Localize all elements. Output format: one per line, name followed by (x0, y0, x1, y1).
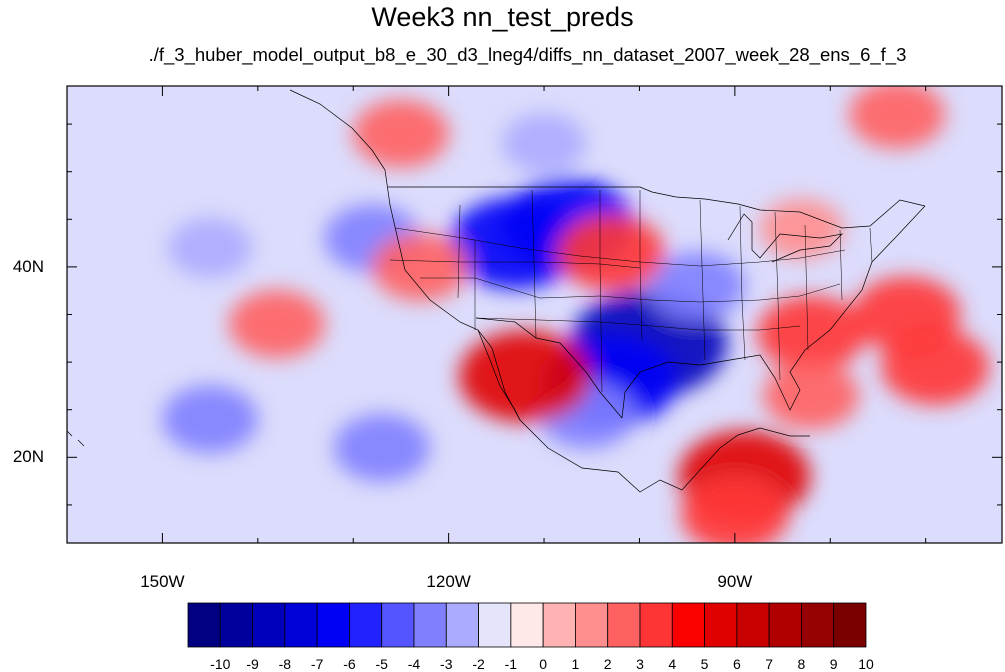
colorbar-label: -9 (246, 656, 259, 672)
colorbar-label: 9 (829, 656, 838, 672)
x-tick-label: 120W (426, 572, 471, 591)
colorbar-swatch (349, 602, 383, 648)
field-region-9 (502, 113, 587, 174)
pacific-northwest-coast (289, 89, 386, 171)
anomaly-field (162, 86, 990, 543)
colorbar-swatch (704, 602, 738, 648)
colorbar-swatch (413, 602, 447, 648)
y-tick-label: 20N (12, 447, 44, 467)
gulf-coastline (621, 205, 926, 419)
colorbar-label: 10 (858, 656, 874, 672)
field-region-7 (333, 413, 430, 482)
colorbar-label: 0 (539, 656, 548, 672)
colorbar-swatch (252, 602, 286, 648)
field-region-14 (881, 328, 990, 405)
colorbar-swatch (542, 602, 576, 648)
colorbar-label: 8 (797, 656, 806, 672)
colorbar-label: -4 (407, 656, 421, 672)
map-outlines (67, 89, 926, 493)
state-lines (389, 189, 873, 393)
colorbar-label: -6 (343, 656, 356, 672)
field-region-13 (763, 361, 860, 430)
field-region-22 (372, 232, 469, 301)
west-coastline (384, 169, 810, 493)
colorbar (187, 602, 867, 648)
x-tick-label: 90W (717, 572, 753, 591)
field-region-17 (458, 330, 591, 423)
colorbar-swatch (445, 602, 479, 648)
axis-ticks (67, 86, 1002, 543)
colorbar-swatch (510, 602, 544, 648)
field-region-18 (556, 214, 665, 291)
colorbar-label: 3 (636, 656, 644, 672)
us-canada-border (388, 186, 926, 229)
colorbar-label: 2 (603, 656, 612, 672)
colorbar-swatch (607, 602, 641, 648)
colorbar-label: -8 (278, 656, 292, 672)
field-region-20 (849, 86, 946, 149)
colorbar-label: -5 (375, 656, 388, 672)
colorbar-label: 5 (700, 656, 709, 672)
baja-coastline (477, 329, 521, 421)
field-region-11 (757, 295, 866, 372)
colorbar-label: 6 (732, 656, 741, 672)
colorbar-label: 7 (765, 656, 774, 672)
colorbar-swatch (671, 602, 705, 648)
colorbar-label: -3 (440, 656, 453, 672)
x-tick-label: 150W (140, 572, 185, 591)
field-region-19 (352, 99, 449, 168)
colorbar-swatch (284, 602, 318, 648)
colorbar-swatch (219, 602, 253, 648)
colorbar-label: 1 (571, 656, 580, 672)
colorbar-swatch (801, 602, 835, 648)
colorbar-swatch (768, 602, 802, 648)
colorbar-swatch (736, 602, 770, 648)
us-mexico-border (475, 317, 623, 419)
colorbar-swatch (381, 602, 415, 648)
page-subtitle: ./f_3_huber_model_output_b8_e_30_d3_lneg… (148, 44, 907, 65)
colorbar-swatch (639, 602, 673, 648)
colorbar-swatch (187, 602, 221, 648)
colorbar-swatch (478, 602, 512, 648)
great-lakes (727, 213, 844, 263)
hawaii-islands (67, 430, 85, 447)
field-region-23 (759, 198, 844, 259)
field-region-4 (648, 251, 745, 320)
colorbar-swatch (575, 602, 609, 648)
colorbar-label: -7 (310, 656, 324, 672)
colorbar-label: -10 (210, 656, 231, 672)
colorbar-swatch (316, 602, 350, 648)
field-region-16 (680, 476, 789, 543)
page-title: Week3 nn_test_preds (371, 2, 634, 32)
colorbar-label: -2 (472, 656, 485, 672)
colorbar-swatch (833, 602, 867, 648)
field-region-8 (168, 217, 253, 278)
field-region-6 (162, 385, 259, 454)
colorbar-label: -1 (504, 656, 518, 672)
colorbar-label: 4 (668, 656, 677, 672)
field-region-21 (228, 290, 325, 359)
y-tick-label: 40N (12, 256, 44, 276)
